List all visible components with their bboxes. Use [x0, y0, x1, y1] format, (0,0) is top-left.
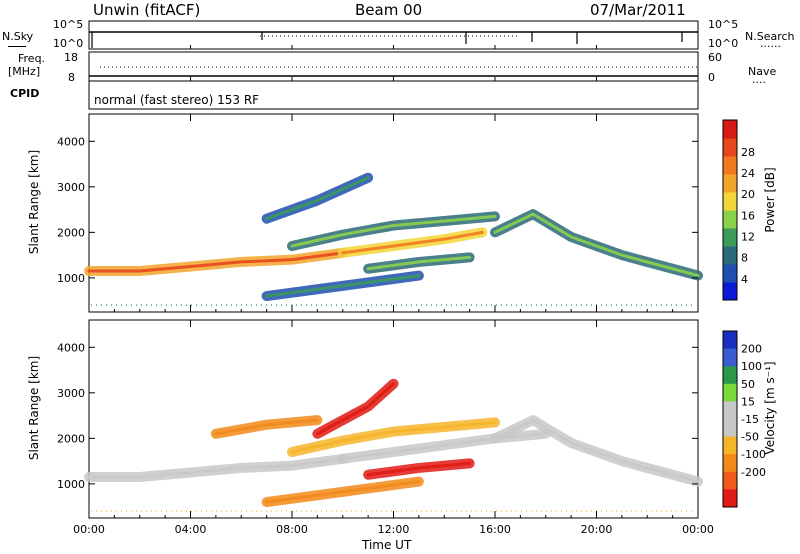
- power-echo-core: [341, 230, 484, 255]
- velocity-y-tick-label: 2000: [57, 432, 85, 445]
- power-colorbar-label: Power [dB]: [763, 167, 777, 233]
- velocity-colorbar-tick-label: 50: [741, 378, 755, 391]
- power-colorbar-segment: [723, 210, 737, 229]
- power-echo-core: [87, 251, 345, 273]
- velocity-echo-band: [84, 453, 348, 483]
- power-colorbar-segment: [723, 120, 737, 139]
- sky-left-tick-bottom: 10^0: [53, 37, 84, 50]
- cpid-panel-frame: [88, 80, 699, 110]
- sky-right-tick-bottom: 10^0: [708, 37, 739, 50]
- power-echo-core: [265, 176, 370, 221]
- power-y-tick-label: 4000: [57, 135, 85, 148]
- velocity-echo-core: [265, 480, 421, 504]
- power-colorbar-tick-label: 12: [741, 230, 755, 243]
- power-colorbar-segment: [723, 246, 737, 265]
- velocity-colorbar-segment: [723, 383, 737, 402]
- nsky-label: N.Sky: [2, 30, 34, 43]
- velocity-colorbar-tick-label: 100: [741, 360, 762, 373]
- x-tick-label: 04:00: [175, 523, 207, 536]
- velocity-echo-core: [214, 418, 319, 436]
- power-echo-band: [84, 247, 348, 277]
- cpid-mode-text: normal (fast stereo) 153 RF: [94, 93, 260, 107]
- velocity-colorbar-tick-label: -100: [741, 448, 766, 461]
- velocity-echo-core: [315, 382, 395, 436]
- power-echo-core: [366, 255, 472, 271]
- velocity-echo-core: [493, 418, 700, 484]
- nave-label: Nave: [748, 65, 777, 78]
- power-colorbar-segment: [723, 228, 737, 247]
- nsearch-legend-marker: ......: [760, 37, 781, 50]
- power-colorbar-segment: [723, 282, 737, 301]
- x-tick-label: 08:00: [276, 523, 308, 536]
- velocity-echo-core: [366, 461, 472, 477]
- power-colorbar-segment: [723, 138, 737, 157]
- velocity-colorbar-tick-label: -15: [741, 413, 759, 426]
- velocity-y-tick-label: 4000: [57, 341, 85, 354]
- velocity-echo-core: [290, 420, 497, 454]
- x-axis-label: Time UT: [362, 538, 412, 552]
- nave-legend-marker: ....: [752, 73, 766, 86]
- velocity-colorbar-segment: [723, 454, 737, 473]
- velocity-colorbar-segment: [723, 471, 737, 490]
- velocity-colorbar-tick-label: -200: [741, 466, 766, 479]
- velocity-colorbar-tick-label: 200: [741, 343, 762, 356]
- power-y-tick-label: 3000: [57, 181, 85, 194]
- power-echo-core: [290, 214, 497, 248]
- velocity-colorbar-segment: [723, 419, 737, 438]
- x-tick-label: 20:00: [581, 523, 613, 536]
- power-ylabel: Slant Range [km]: [27, 149, 41, 255]
- freq-right-tick-bottom: 0: [708, 71, 715, 84]
- x-tick-label: 16:00: [479, 523, 511, 536]
- velocity-colorbar-segment: [723, 348, 737, 367]
- beam-title: Beam 00: [355, 1, 423, 19]
- x-tick-label: 00:00: [682, 523, 714, 536]
- velocity-echo-core: [341, 432, 548, 461]
- power-colorbar-tick-label: 8: [741, 252, 748, 265]
- velocity-colorbar-segment: [723, 331, 737, 350]
- station-title: Unwin (fitACF): [93, 1, 201, 19]
- power-echo-core: [493, 212, 700, 278]
- power-colorbar-tick-label: 20: [741, 188, 755, 201]
- nsearch-label: N.Search: [745, 30, 795, 43]
- sky-left-tick-top: 10^5: [53, 18, 84, 31]
- freq-unit-label: [MHz]: [8, 65, 41, 78]
- velocity-colorbar-tick-label: 15: [741, 395, 755, 408]
- velocity-colorbar-tick-label: -50: [741, 431, 759, 444]
- power-colorbar-segment: [723, 174, 737, 193]
- sky-right-tick-top: 10^5: [708, 18, 739, 31]
- freq-left-tick-top: 18: [64, 51, 78, 64]
- freq-left-tick-bottom: 8: [68, 71, 75, 84]
- power-colorbar-segment: [723, 192, 737, 211]
- velocity-colorbar-segment: [723, 436, 737, 455]
- power-colorbar-segment: [723, 264, 737, 283]
- power-colorbar-tick-label: 28: [741, 146, 755, 159]
- cpid-label: CPID: [10, 87, 40, 100]
- freq-right-tick-top: 60: [708, 51, 722, 64]
- date-title: 07/Mar/2011: [590, 1, 686, 19]
- power-colorbar-tick-label: 16: [741, 209, 755, 222]
- power-y-tick-label: 1000: [57, 272, 85, 285]
- x-tick-label: 00:00: [73, 523, 105, 536]
- power-colorbar-tick-label: 24: [741, 167, 755, 180]
- velocity-y-tick-label: 1000: [57, 478, 85, 491]
- power-colorbar-tick-label: 4: [741, 273, 748, 286]
- velocity-echo-core: [87, 457, 345, 479]
- x-tick-label: 12:00: [378, 523, 410, 536]
- nsky-legend-line: [8, 46, 26, 47]
- power-colorbar-segment: [723, 156, 737, 175]
- velocity-colorbar-segment: [723, 401, 737, 420]
- velocity-colorbar-segment: [723, 489, 737, 508]
- freq-label: Freq.: [18, 52, 46, 65]
- power-echo-core: [265, 274, 421, 298]
- power-colorbar-frame: [722, 119, 738, 301]
- power-y-tick-label: 2000: [57, 226, 85, 239]
- velocity-ylabel: Slant Range [km]: [27, 355, 41, 461]
- velocity-colorbar-label: Velocity [m s⁻¹]: [763, 361, 777, 455]
- velocity-colorbar-segment: [723, 366, 737, 385]
- velocity-colorbar-frame: [722, 330, 738, 508]
- velocity-y-tick-label: 3000: [57, 387, 85, 400]
- sky-panel-frame: [88, 20, 699, 50]
